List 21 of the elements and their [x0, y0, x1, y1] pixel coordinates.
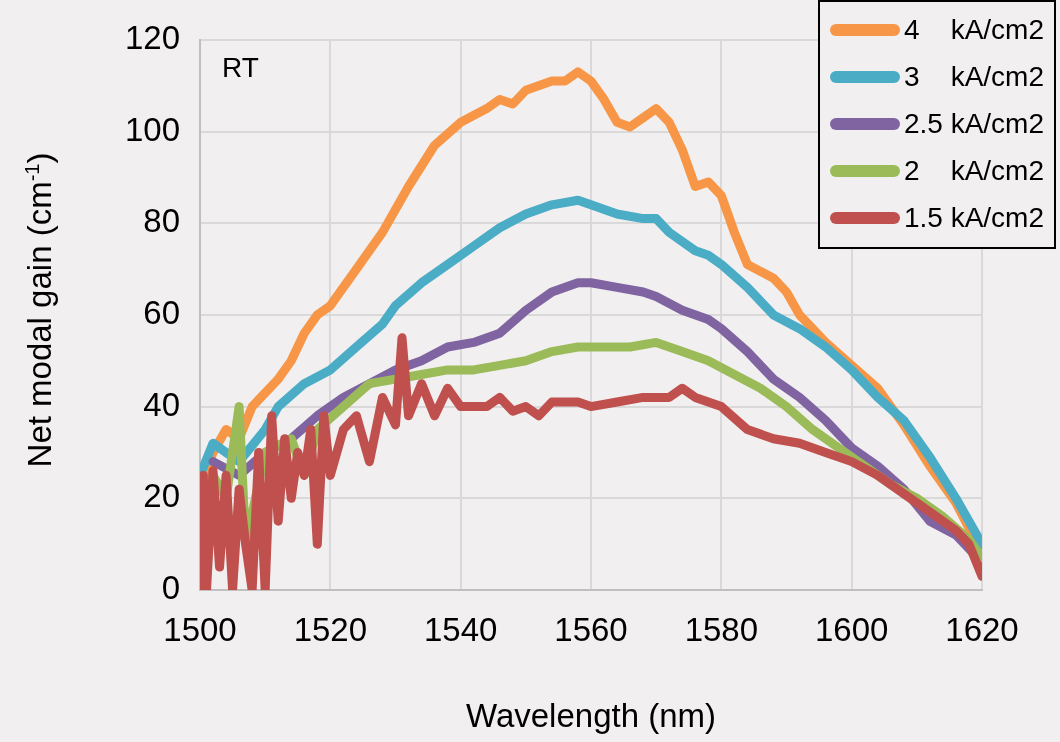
x-tick-label: 1600	[814, 610, 889, 648]
y-tick-label: 100	[124, 110, 180, 148]
legend-label: 2 kA/cm2	[903, 154, 1044, 187]
legend-label: 1.5 kA/cm2	[903, 201, 1044, 234]
y-tick-label: 0	[161, 569, 180, 607]
x-tick-label: 1560	[554, 610, 628, 648]
y-tick-label: 20	[143, 477, 180, 515]
y-tick-label: 80	[143, 202, 180, 240]
annotation: RT	[222, 52, 259, 84]
x-tick-label: 1620	[945, 610, 1019, 648]
x-tick-label: 1540	[423, 610, 498, 648]
y-tick-label: 60	[143, 293, 180, 331]
x-tick-label: 1520	[293, 610, 368, 648]
legend-label: 3 kA/cm2	[903, 60, 1044, 93]
x-tick-label: 1500	[163, 610, 237, 648]
y-tick-label: 120	[124, 18, 180, 56]
x-tick-label: 1580	[684, 610, 759, 648]
y-tick-label: 40	[143, 385, 180, 423]
legend-label: 4 kA/cm2	[903, 13, 1044, 46]
x-axis-title: Wavelength (nm)	[465, 697, 717, 735]
legend-label: 2.5 kA/cm2	[903, 107, 1044, 140]
